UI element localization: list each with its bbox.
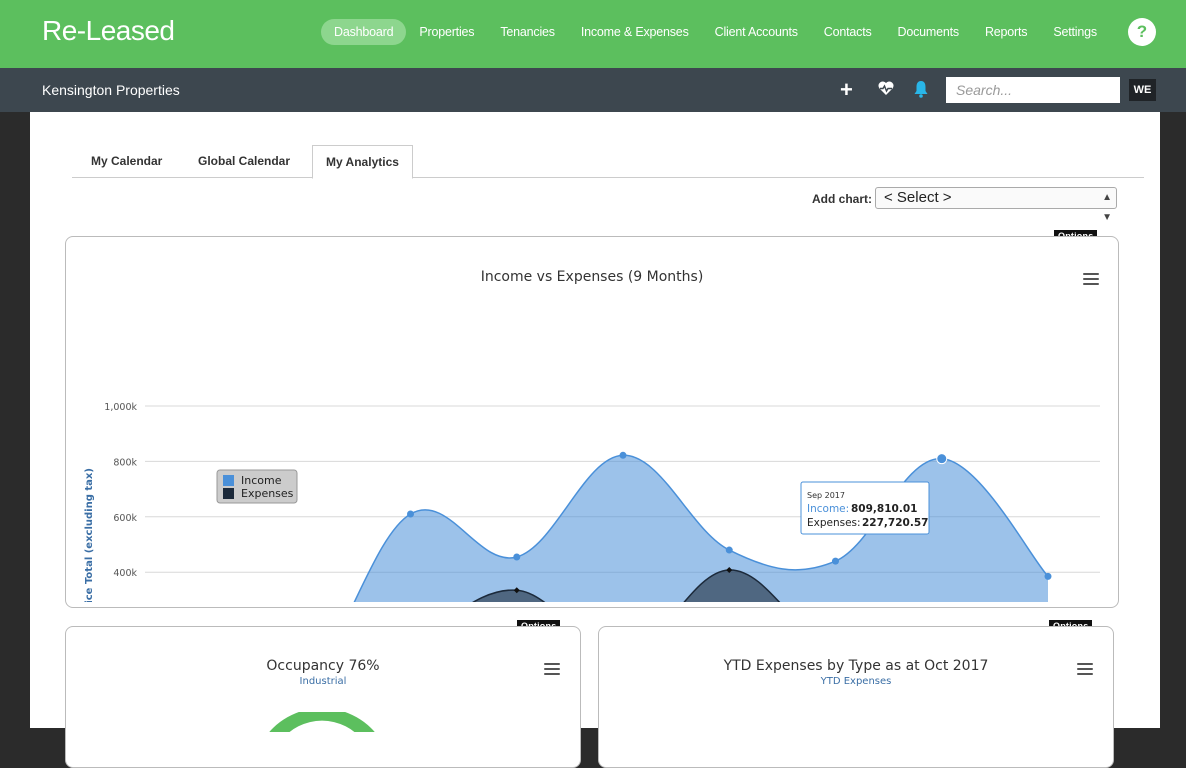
legend-box <box>216 469 298 504</box>
tab-my-analytics[interactable]: My Analytics <box>312 145 413 179</box>
y-tick-label: 1,000k <box>104 402 137 413</box>
add-chart-label: Add chart: <box>812 192 872 206</box>
tooltip-income-value: 809,810.01 <box>851 503 917 515</box>
tooltip-date: Sep 2017 <box>807 491 845 500</box>
legend-income-swatch[interactable] <box>223 475 234 486</box>
ytd-title: YTD Expenses by Type as at Oct 2017 <box>723 658 989 674</box>
ytd-menu-icon[interactable] <box>1077 663 1093 675</box>
occupancy-panel <box>65 626 581 768</box>
tooltip-income-label: Income: <box>807 503 849 515</box>
income-expenses-chart: 0k200k400k600k800k1,000kFeb 2017Mar 2017… <box>84 402 1100 602</box>
dashboard-tabs: My Calendar Global Calendar My Analytics <box>72 145 1144 179</box>
select-arrows-icon: ▲ ▼ <box>1102 192 1112 223</box>
ytd-expenses-panel <box>598 626 1114 768</box>
search-input[interactable] <box>946 77 1120 103</box>
occupancy-menu-icon[interactable] <box>544 663 560 675</box>
nav-dashboard[interactable]: Dashboard <box>321 19 407 45</box>
main-chart-menu-icon[interactable] <box>1083 273 1099 285</box>
tooltip-expenses-label: Expenses: <box>807 517 861 529</box>
income-point[interactable] <box>832 557 839 565</box>
income-point[interactable] <box>725 546 733 554</box>
expenses-point[interactable] <box>513 587 520 594</box>
legend-expenses-swatch[interactable] <box>223 488 234 499</box>
nav-tenancies[interactable]: Tenancies <box>500 25 555 39</box>
occupancy-subtitle: Industrial <box>299 676 347 687</box>
nav-income-expenses[interactable]: Income & Expenses <box>580 25 689 39</box>
tooltip-expenses-value: 227,720.57 <box>862 517 928 529</box>
add-chart-select[interactable]: < Select > ▲ ▼ <box>875 187 1117 223</box>
y-tick-label: 600k <box>113 513 137 524</box>
notification-bell-icon[interactable] <box>913 80 929 98</box>
nav-settings[interactable]: Settings <box>1053 25 1097 39</box>
add-icon[interactable]: + <box>840 77 853 102</box>
occupancy-gauge <box>269 712 375 732</box>
app-logo[interactable]: Re-Leased <box>42 15 175 46</box>
y-tick-label: 800k <box>113 457 137 468</box>
nav-client-accounts[interactable]: Client Accounts <box>714 25 798 39</box>
legend-income-label[interactable]: Income <box>241 474 282 487</box>
income-point[interactable] <box>619 451 627 459</box>
income-point[interactable] <box>513 553 521 561</box>
income-area <box>354 455 1048 602</box>
y-tick-label: 400k <box>113 568 137 579</box>
occupancy-title: Occupancy 76% <box>266 658 380 674</box>
organization-name[interactable]: Kensington Properties <box>42 82 180 98</box>
top-navbar: Re-Leased Dashboard Properties Tenancies… <box>0 0 1186 68</box>
sub-header: Kensington Properties + WE <box>0 68 1186 112</box>
dashboard-content: My Calendar Global Calendar My Analytics… <box>30 112 1160 768</box>
expenses-area <box>473 569 780 602</box>
ytd-subtitle: YTD Expenses <box>820 676 892 687</box>
nav-reports[interactable]: Reports <box>984 25 1028 39</box>
income-point[interactable] <box>1044 572 1052 580</box>
help-icon[interactable]: ? <box>1128 18 1156 46</box>
tab-global-calendar[interactable]: Global Calendar <box>198 154 291 168</box>
income-point[interactable] <box>407 510 414 518</box>
main-chart-title: Income vs Expenses (9 Months) <box>480 269 704 285</box>
chart-tooltip: Sep 2017 Income: 809,810.01 Expenses: 22… <box>800 481 930 535</box>
legend-expenses-label[interactable]: Expenses <box>241 487 294 500</box>
add-chart-select-value: < Select > <box>884 189 952 206</box>
nav-properties[interactable]: Properties <box>419 25 475 39</box>
expenses-point[interactable] <box>726 566 733 573</box>
user-avatar[interactable]: WE <box>1129 79 1156 101</box>
health-heart-icon[interactable] <box>877 79 895 97</box>
tab-my-calendar[interactable]: My Calendar <box>91 154 163 168</box>
income-point[interactable] <box>936 453 948 465</box>
nav-documents[interactable]: Documents <box>897 25 960 39</box>
y-axis-title: Invoice Total (excluding tax) <box>84 468 95 602</box>
main-nav: Dashboard Properties Tenancies Income & … <box>321 19 1110 45</box>
nav-contacts[interactable]: Contacts <box>823 25 872 39</box>
